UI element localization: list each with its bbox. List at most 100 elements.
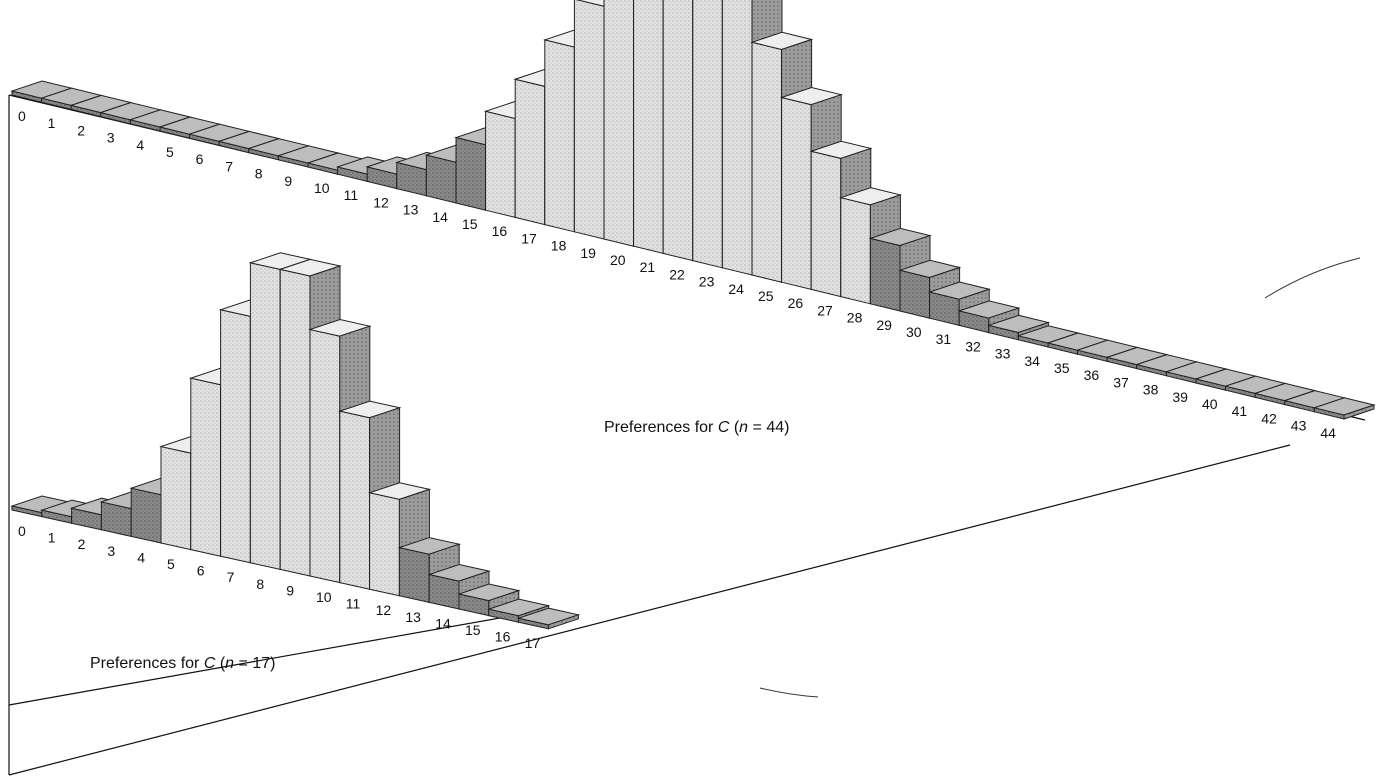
back-tick-label-32: 32 [965, 338, 981, 354]
back-tick-label-34: 34 [1024, 353, 1040, 369]
back-tick-label-22: 22 [669, 266, 685, 282]
back-tick-label-12: 12 [373, 194, 389, 210]
back-tick-label-0: 0 [18, 108, 26, 124]
back-tick-label-13: 13 [403, 202, 419, 218]
back-histogram: 0 1 2 3 4 5 6 7 8 9 10 11 12 13 14 15 16 17 18 19 20 21 22 23 24… [10, 0, 1376, 441]
back-tick-label-2: 2 [77, 122, 85, 138]
back-tick-label-14: 14 [432, 209, 448, 225]
back-chart-caption: Preferences for C (n = 44) [604, 419, 789, 436]
back-tick-label-6: 6 [196, 151, 204, 167]
back-bar-22 [662, 0, 694, 262]
back-tick-label-20: 20 [610, 252, 626, 268]
front-tick-label-3: 3 [107, 543, 115, 559]
front-tick-label-8: 8 [256, 576, 264, 592]
front-bar-side-17 [547, 614, 579, 630]
back-tick-label-15: 15 [462, 216, 478, 232]
back-bar-24 [721, 0, 753, 276]
frame-floor-diagonal [8, 444, 1291, 776]
back-tick-label-17: 17 [521, 230, 537, 246]
front-tick-label-0: 0 [18, 523, 26, 539]
front-tick-label-11: 11 [346, 596, 361, 612]
front-tick-label-4: 4 [137, 549, 145, 565]
back-tick-label-11: 11 [344, 187, 359, 203]
back-tick-label-44: 44 [1320, 425, 1336, 441]
back-tick-label-38: 38 [1143, 382, 1159, 398]
front-bar-12 [369, 492, 400, 597]
front-tick-label-7: 7 [227, 569, 235, 585]
back-tick-label-42: 42 [1261, 410, 1277, 426]
back-bar-15 [455, 136, 487, 211]
back-bar-16 [485, 110, 516, 219]
front-tick-label-16: 16 [495, 629, 511, 645]
back-tick-label-8: 8 [255, 166, 263, 182]
front-tick-label-12: 12 [376, 602, 392, 618]
back-bar-14 [425, 154, 457, 204]
front-tick-label-13: 13 [405, 609, 421, 625]
back-tick-label-31: 31 [936, 331, 952, 347]
front-tick-label-6: 6 [197, 563, 205, 579]
front-tick-label-5: 5 [167, 556, 175, 572]
back-bar-23 [692, 0, 723, 269]
front-histogram: 0 1 2 3 4 5 6 7 8 9 10 11 12 13 14 15 16 17 [10, 252, 581, 651]
front-tick-label-14: 14 [435, 615, 451, 631]
back-tick-label-19: 19 [580, 245, 596, 261]
back-tick-label-33: 33 [995, 346, 1011, 362]
front-tick-label-1: 1 [48, 530, 56, 546]
back-tick-label-29: 29 [876, 317, 892, 333]
front-tick-label-2: 2 [78, 536, 86, 552]
front-tick-label-17: 17 [525, 635, 541, 651]
back-tick-label-9: 9 [284, 173, 292, 189]
back-tick-label-21: 21 [640, 259, 656, 275]
back-tick-label-40: 40 [1202, 396, 1218, 412]
back-tick-label-35: 35 [1054, 360, 1070, 376]
back-bar-21 [633, 0, 664, 255]
back-tick-label-5: 5 [166, 144, 174, 160]
front-bar-8 [249, 262, 281, 571]
stray-mark-bottom [759, 687, 819, 698]
back-tick-label-27: 27 [817, 302, 833, 318]
back-tick-label-43: 43 [1291, 418, 1307, 434]
front-bar-9 [279, 268, 311, 577]
back-tick-label-23: 23 [699, 274, 715, 290]
front-bar-4 [130, 487, 162, 544]
back-bar-27 [810, 150, 842, 298]
back-tick-label-30: 30 [906, 324, 922, 340]
back-tick-label-7: 7 [225, 158, 233, 174]
frame-floor-diagonal-front [8, 609, 546, 706]
back-bar-side-44 [1343, 404, 1375, 420]
front-bar-11 [339, 410, 371, 590]
back-bar-26 [781, 96, 812, 291]
back-tick-label-18: 18 [551, 238, 567, 254]
back-tick-label-3: 3 [107, 130, 115, 146]
back-tick-label-39: 39 [1172, 389, 1188, 405]
front-chart-caption: Preferences for C (n = 17) [90, 655, 275, 672]
back-bar-29 [869, 237, 901, 312]
front-tick-label-9: 9 [286, 582, 294, 598]
back-bar-30 [899, 269, 931, 319]
back-tick-label-24: 24 [728, 281, 744, 297]
front-bar-5 [160, 445, 192, 551]
stray-mark-right [1264, 257, 1361, 299]
front-tick-label-10: 10 [316, 589, 332, 605]
front-bar-10 [309, 328, 341, 584]
back-tick-label-10: 10 [314, 180, 330, 196]
front-bar-7 [220, 309, 251, 564]
back-bar-17 [514, 78, 546, 226]
back-bar-18 [544, 39, 575, 233]
front-bar-6 [190, 377, 222, 557]
back-tick-label-36: 36 [1084, 367, 1100, 383]
back-bar-28 [840, 197, 871, 305]
back-tick-label-16: 16 [492, 223, 508, 239]
back-tick-label-25: 25 [758, 288, 774, 304]
back-bar-19 [573, 0, 605, 240]
back-tick-label-37: 37 [1113, 374, 1129, 390]
back-tick-label-1: 1 [48, 115, 56, 131]
back-tick-label-26: 26 [788, 295, 804, 311]
front-bar-13 [398, 546, 430, 604]
back-bar-25 [751, 41, 783, 283]
back-tick-label-41: 41 [1232, 403, 1248, 419]
back-bar-20 [603, 0, 635, 247]
back-tick-label-4: 4 [136, 137, 144, 153]
back-tick-label-28: 28 [847, 310, 863, 326]
